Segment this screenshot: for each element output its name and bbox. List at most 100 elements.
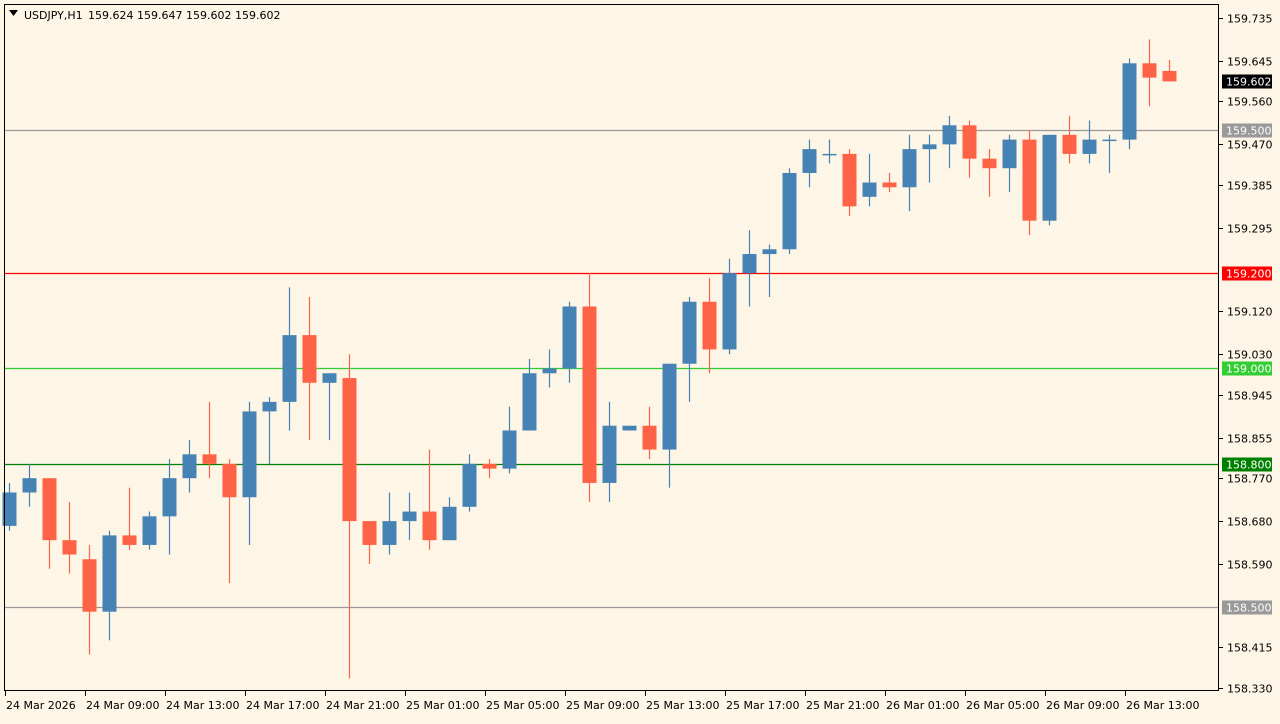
level-label-box — [1222, 361, 1272, 376]
y-tick-label: 159.120 — [1227, 306, 1273, 319]
bull-candle-body — [522, 373, 537, 431]
y-tick-label: 158.415 — [1227, 642, 1273, 655]
x-tick-label: 26 Mar 05:00 — [966, 699, 1039, 712]
bull-candle-body — [822, 153, 837, 156]
level-label-box — [1222, 457, 1272, 472]
dropdown-triangle-icon[interactable] — [9, 10, 18, 16]
x-tick-label: 25 Mar 09:00 — [566, 699, 639, 712]
level-label-text: 158.500 — [1226, 602, 1272, 615]
bear-candle-body — [82, 559, 97, 612]
bear-candle-body — [882, 182, 897, 188]
bear-candle-body — [222, 463, 237, 498]
y-tick-label: 159.295 — [1227, 223, 1273, 236]
bear-candle-body — [302, 335, 317, 383]
bear-candle-body — [962, 125, 977, 159]
time-axis[interactable]: 24 Mar 2026 24 Mar 09:00 24 Mar 13:00 24 Ma… — [5, 691, 1200, 712]
y-tick-label: 159.560 — [1227, 96, 1273, 109]
bull-candle-body — [462, 463, 477, 507]
x-tick-label: 25 Mar 13:00 — [646, 699, 719, 712]
bear-candle-body — [62, 540, 77, 555]
bear-candle-body — [1162, 70, 1177, 82]
y-tick-label: 159.030 — [1227, 349, 1273, 362]
ohlc-values: 159.624 159.647 159.602 159.602 — [88, 9, 280, 22]
current-price-box — [1222, 74, 1272, 89]
bear-candle-body — [702, 301, 717, 350]
bull-candle-body — [542, 368, 557, 374]
bull-candle-body — [2, 492, 17, 526]
bear-candle-body — [582, 306, 597, 483]
price-axis[interactable]: 159.735 159.645 159.560 159.470 159.385 159.2… — [1219, 13, 1273, 696]
bull-candle-body — [1042, 134, 1057, 221]
y-tick-label: 159.735 — [1227, 13, 1273, 26]
y-tick-label: 158.945 — [1227, 390, 1273, 403]
bull-candle-body — [722, 273, 737, 350]
bull-candle-body — [382, 521, 397, 545]
bear-candle-body — [362, 521, 377, 545]
bull-candle-body — [262, 401, 277, 412]
y-tick-label: 158.770 — [1227, 473, 1273, 486]
x-tick-label: 25 Mar 17:00 — [726, 699, 799, 712]
bull-candle-body — [22, 478, 37, 493]
y-tick-label: 158.680 — [1227, 516, 1273, 529]
bull-candle-body — [762, 249, 777, 255]
bull-candle-body — [602, 425, 617, 483]
bear-candle-body — [1062, 134, 1077, 154]
bull-candle-body — [562, 306, 577, 369]
bull-candle-body — [242, 411, 257, 498]
x-tick-label: 24 Mar 21:00 — [326, 699, 399, 712]
bear-candle-body — [1022, 139, 1037, 221]
level-label-text: 159.200 — [1226, 268, 1272, 281]
bull-candle-body — [1002, 139, 1017, 169]
bull-candle-body — [442, 506, 457, 541]
level-label-box — [1222, 266, 1272, 281]
bull-candle-body — [322, 373, 337, 383]
y-tick-label: 159.385 — [1227, 180, 1273, 193]
bull-candle-body — [862, 182, 877, 197]
y-tick-label: 158.330 — [1227, 683, 1273, 696]
bear-candle-body — [202, 454, 217, 464]
bull-candle-body — [182, 454, 197, 479]
x-tick-label: 24 Mar 17:00 — [246, 699, 319, 712]
x-tick-label: 26 Mar 01:00 — [886, 699, 959, 712]
x-tick-label: 25 Mar 05:00 — [486, 699, 559, 712]
bear-candle-body — [1142, 63, 1157, 78]
chart-header: USDJPY,H1 159.624 159.647 159.602 159.60… — [9, 9, 280, 22]
x-tick-label: 24 Mar 13:00 — [166, 699, 239, 712]
level-price-labels: 159.500 159.200 159.000 158.800 158.500 — [1222, 123, 1272, 615]
bull-candle-body — [402, 511, 417, 522]
bull-candle-body — [902, 149, 917, 188]
bull-candle-body — [102, 535, 117, 612]
bull-candle-body — [922, 144, 937, 150]
level-label-text: 159.000 — [1226, 363, 1272, 376]
x-tick-label: 25 Mar 21:00 — [806, 699, 879, 712]
x-tick-label: 26 Mar 09:00 — [1046, 699, 1119, 712]
bull-candle-body — [282, 335, 297, 402]
level-label-text: 159.500 — [1226, 125, 1272, 138]
bear-candle-body — [422, 511, 437, 541]
y-tick-label: 159.645 — [1227, 56, 1273, 69]
x-tick-label: 25 Mar 01:00 — [406, 699, 479, 712]
plot-frame — [4, 4, 1219, 691]
bull-candle-body — [142, 516, 157, 545]
bull-candle-body — [742, 254, 757, 274]
bull-candle-body — [622, 425, 637, 431]
bear-candle-body — [342, 378, 357, 522]
bull-candle-body — [1082, 139, 1097, 154]
bull-candle-body — [1102, 139, 1117, 142]
bull-candle-body — [682, 301, 697, 364]
x-tick-label: 26 Mar 13:00 — [1126, 699, 1199, 712]
y-tick-label: 159.470 — [1227, 139, 1273, 152]
level-label-box — [1222, 600, 1272, 615]
current-price-label: 159.602 — [1226, 76, 1272, 89]
bear-candle-body — [42, 478, 57, 541]
bear-candle-body — [482, 463, 497, 469]
x-tick-label: 24 Mar 2026 — [6, 699, 76, 712]
candles — [2, 39, 1177, 679]
x-tick-label: 24 Mar 09:00 — [86, 699, 159, 712]
bull-candle-body — [802, 149, 817, 173]
bull-candle-body — [162, 478, 177, 517]
y-tick-label: 158.855 — [1227, 433, 1273, 446]
